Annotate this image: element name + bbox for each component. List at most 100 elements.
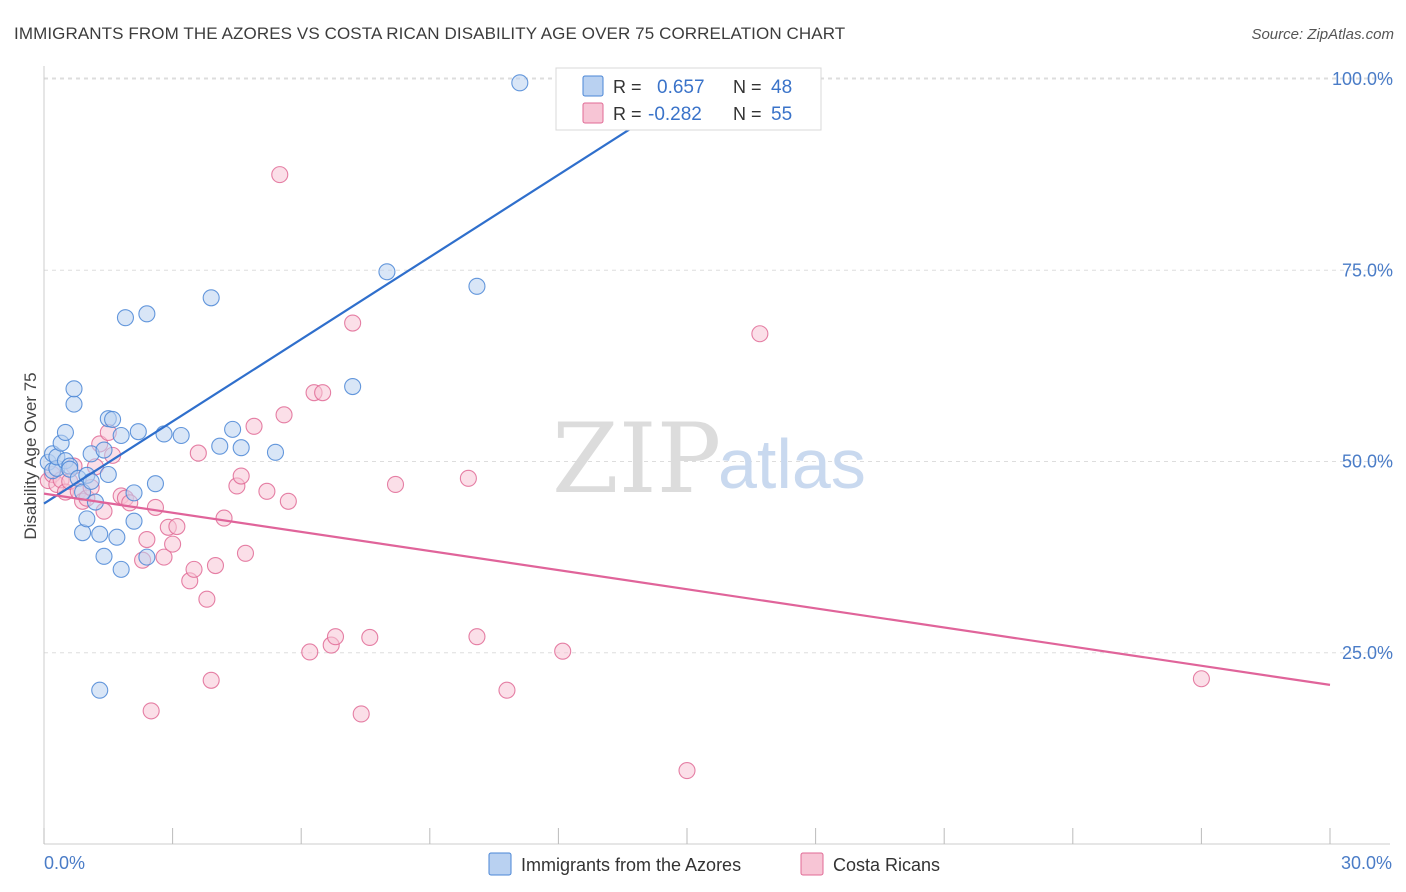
point-azores xyxy=(172,426,190,445)
point-azores xyxy=(138,305,156,323)
point-costa-ricans xyxy=(271,166,289,184)
point-azores xyxy=(224,420,242,438)
trend-lines xyxy=(43,78,1331,686)
point-costa-ricans xyxy=(678,762,696,780)
stats-r-value-blue: 0.657 xyxy=(657,77,705,98)
point-costa-ricans xyxy=(751,325,769,343)
trend-line-costa-ricans xyxy=(43,492,1331,686)
point-costa-ricans xyxy=(554,642,572,660)
point-costa-ricans xyxy=(468,628,486,646)
point-azores xyxy=(95,547,113,565)
point-costa-ricans xyxy=(314,384,332,402)
point-azores xyxy=(511,74,529,92)
point-azores xyxy=(78,510,96,528)
point-costa-ricans xyxy=(301,643,319,661)
stats-r-label-pink: R = xyxy=(613,104,642,124)
y-tick-labels: 25.0% 50.0% 75.0% 100.0% xyxy=(1332,69,1393,663)
stats-n-value-pink: 55 xyxy=(771,104,792,125)
point-azores xyxy=(155,425,173,443)
point-azores xyxy=(232,439,250,457)
point-azores xyxy=(344,377,362,396)
bottom-legend: Immigrants from the Azores Costa Ricans xyxy=(488,852,940,876)
x-tick-marks xyxy=(43,828,1331,844)
x-tick-label-min: 0.0% xyxy=(44,853,85,873)
point-costa-ricans xyxy=(168,517,186,536)
stats-legend: R = 0.657 N = 48 R = -0.282 N = 55 xyxy=(555,67,822,131)
stats-n-label-blue: N = xyxy=(733,77,762,97)
point-azores xyxy=(211,437,229,455)
stats-n-label-pink: N = xyxy=(733,104,762,124)
point-costa-ricans xyxy=(215,509,233,527)
stats-r-label-blue: R = xyxy=(613,77,642,97)
stats-n-value-blue: 48 xyxy=(771,77,792,98)
watermark-zip: ZIP xyxy=(552,403,721,515)
point-costa-ricans xyxy=(275,406,293,424)
point-azores xyxy=(129,423,147,441)
point-costa-ricans xyxy=(279,492,297,510)
y-tick-label: 50.0% xyxy=(1342,452,1393,472)
point-azores xyxy=(65,380,83,398)
point-azores xyxy=(138,548,156,566)
point-azores xyxy=(266,443,285,461)
point-azores xyxy=(108,528,126,546)
point-costa-ricans xyxy=(236,544,255,562)
point-azores xyxy=(95,441,113,459)
point-azores xyxy=(202,289,220,307)
point-azores xyxy=(378,263,396,281)
legend-swatch-azores xyxy=(488,852,512,876)
point-azores xyxy=(468,277,486,295)
point-azores xyxy=(112,560,130,578)
point-azores xyxy=(99,465,117,484)
point-costa-ricans xyxy=(245,417,263,435)
gridlines xyxy=(44,77,1392,654)
y-tick-label: 75.0% xyxy=(1342,260,1393,280)
y-tick-label: 100.0% xyxy=(1332,69,1393,89)
point-costa-ricans xyxy=(138,530,156,549)
point-costa-ricans xyxy=(155,548,173,566)
point-costa-ricans xyxy=(198,590,216,608)
point-azores xyxy=(146,475,165,493)
point-azores xyxy=(91,681,109,699)
stats-swatch-blue xyxy=(582,75,604,97)
trend-line-azores xyxy=(43,78,710,505)
point-azores xyxy=(65,395,83,413)
point-costa-ricans xyxy=(326,628,345,646)
point-azores xyxy=(112,426,130,445)
legend-label-costa-ricans: Costa Ricans xyxy=(833,855,940,875)
point-azores xyxy=(56,423,74,441)
point-costa-ricans xyxy=(344,314,362,332)
point-costa-ricans xyxy=(142,702,160,720)
point-azores xyxy=(116,309,134,327)
point-costa-ricans xyxy=(146,498,165,516)
point-azores xyxy=(91,525,109,543)
legend-swatch-costa-ricans xyxy=(800,852,824,876)
point-costa-ricans xyxy=(258,482,276,500)
legend-label-azores: Immigrants from the Azores xyxy=(521,855,741,875)
y-tick-label: 25.0% xyxy=(1342,643,1393,663)
stats-r-value-pink: -0.282 xyxy=(648,104,702,125)
point-costa-ricans xyxy=(232,467,250,485)
watermark-atlas: atlas xyxy=(718,425,866,503)
point-azores xyxy=(125,512,143,530)
point-costa-ricans xyxy=(206,556,225,575)
y-axis-label: Disability Age Over 75 xyxy=(21,372,40,539)
point-costa-ricans xyxy=(386,475,405,494)
point-costa-ricans xyxy=(361,628,379,647)
point-costa-ricans xyxy=(164,535,182,553)
series-costa-ricans xyxy=(39,166,1210,780)
point-costa-ricans xyxy=(189,444,207,462)
point-costa-ricans xyxy=(459,469,477,487)
point-costa-ricans xyxy=(1192,670,1210,688)
point-costa-ricans xyxy=(352,705,370,723)
point-azores xyxy=(104,410,122,428)
chart-title: IMMIGRANTS FROM THE AZORES VS COSTA RICA… xyxy=(14,24,845,43)
x-tick-label-max: 30.0% xyxy=(1341,853,1392,873)
point-azores xyxy=(125,484,143,502)
stats-swatch-pink xyxy=(582,102,604,124)
point-costa-ricans xyxy=(202,671,220,689)
chart-source: Source: ZipAtlas.com xyxy=(1251,26,1394,43)
series-azores xyxy=(39,74,529,699)
point-costa-ricans xyxy=(185,560,203,578)
point-costa-ricans xyxy=(498,681,516,699)
